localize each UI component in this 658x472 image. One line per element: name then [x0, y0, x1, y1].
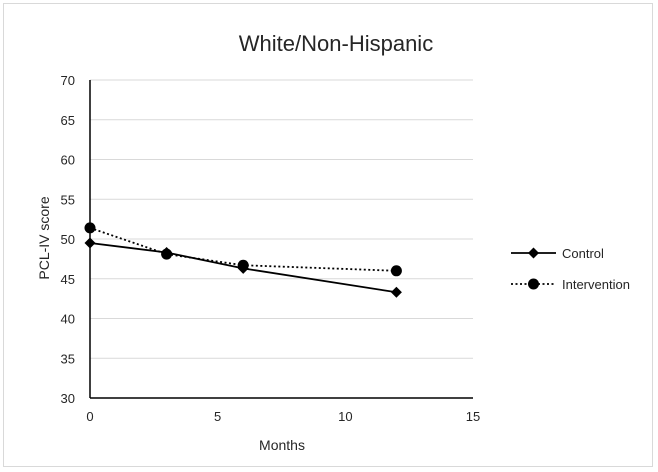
series-line-intervention — [89, 227, 397, 272]
x-tick-label: 5 — [214, 409, 221, 424]
legend-label-intervention: Intervention — [562, 277, 630, 292]
y-tick-label: 50 — [61, 232, 75, 247]
data-point-control — [390, 286, 402, 298]
legend: Control Intervention — [511, 246, 630, 292]
data-point-intervention — [390, 265, 402, 277]
x-tick-label: 0 — [86, 409, 93, 424]
legend-label-control: Control — [562, 246, 604, 261]
data-point-intervention — [237, 259, 249, 271]
y-tick-label: 35 — [61, 351, 75, 366]
data-point-intervention — [84, 222, 96, 234]
y-tick-label: 40 — [61, 312, 75, 327]
x-tick-label: 10 — [338, 409, 352, 424]
y-tick-label: 45 — [61, 272, 75, 287]
series-line-control — [89, 242, 397, 294]
chart-title: White/Non-Hispanic — [239, 31, 433, 56]
y-tick-label: 60 — [61, 153, 75, 168]
y-tick-labels: 30 35 40 45 50 55 60 65 70 — [61, 73, 75, 406]
series-intervention — [84, 222, 402, 277]
y-tick-label: 30 — [61, 391, 75, 406]
x-tick-label: 15 — [466, 409, 480, 424]
legend-item-intervention: Intervention — [511, 277, 630, 292]
legend-marker-intervention — [528, 278, 539, 290]
data-point-intervention — [161, 248, 173, 260]
x-tick-labels: 0 5 10 15 — [86, 409, 480, 424]
y-tick-label: 65 — [61, 113, 75, 128]
data-point-control — [84, 237, 96, 249]
y-tick-label: 55 — [61, 192, 75, 207]
y-axis-label: PCL-IV score — [36, 196, 52, 279]
legend-marker-control — [528, 247, 539, 259]
x-axis-label: Months — [259, 437, 305, 453]
series — [84, 222, 402, 298]
legend-item-control: Control — [511, 246, 604, 261]
gridlines — [90, 79, 473, 359]
y-tick-label: 70 — [61, 73, 75, 88]
